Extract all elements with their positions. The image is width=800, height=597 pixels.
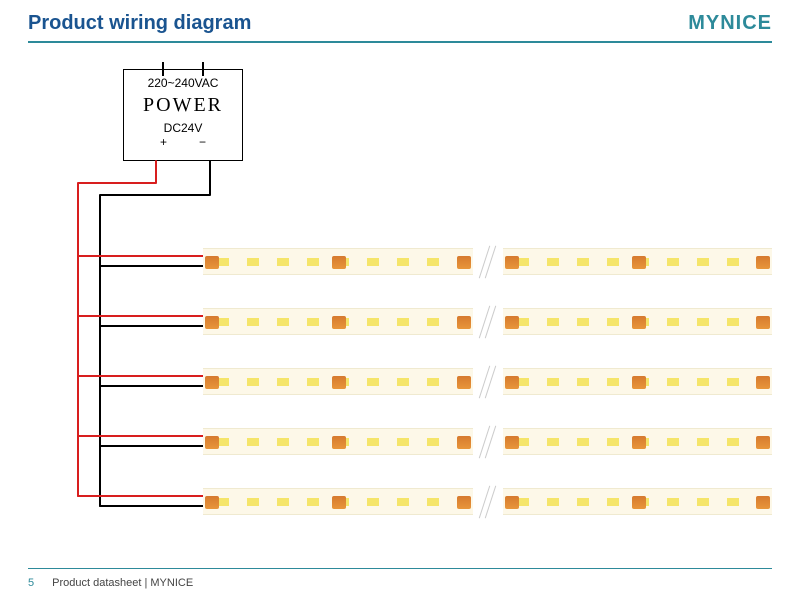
power-supply: 220~240VAC POWER DC24V + − — [123, 69, 243, 161]
solder-pad — [756, 376, 770, 389]
led-strip-segment — [203, 248, 473, 275]
solder-pad — [457, 256, 471, 269]
solder-pad — [505, 436, 519, 449]
led-strip-segment — [203, 428, 473, 455]
led-strip-segment — [203, 488, 473, 515]
header-rule — [28, 41, 772, 43]
led-strip-segment — [203, 308, 473, 335]
power-label: POWER — [124, 94, 242, 117]
solder-pad — [205, 256, 219, 269]
solder-pad — [457, 436, 471, 449]
solder-pad — [457, 376, 471, 389]
solder-pad — [205, 496, 219, 509]
solder-pad — [205, 436, 219, 449]
led-strip-row — [203, 308, 772, 335]
power-output-label: DC24V — [124, 121, 242, 135]
break-indicator — [483, 367, 493, 397]
solder-pad — [632, 496, 646, 509]
footer: 5 Product datasheet | MYNICE — [28, 577, 193, 589]
solder-pad — [457, 316, 471, 329]
solder-pad — [756, 256, 770, 269]
solder-pad — [505, 316, 519, 329]
solder-pad — [332, 496, 346, 509]
header: Product wiring diagram MYNICE — [0, 0, 800, 41]
solder-pad — [632, 316, 646, 329]
solder-pad — [205, 316, 219, 329]
power-input-label: 220~240VAC — [124, 76, 242, 90]
break-indicator — [483, 427, 493, 457]
led-strip-segment — [503, 368, 773, 395]
footer-text: Product datasheet | MYNICE — [52, 577, 193, 589]
solder-pad — [332, 316, 346, 329]
solder-pad — [205, 376, 219, 389]
terminal-plus: + — [160, 135, 167, 149]
solder-pad — [632, 436, 646, 449]
led-strip-segment — [503, 308, 773, 335]
led-strip-row — [203, 428, 772, 455]
led-strip-row — [203, 248, 772, 275]
led-strip-segment — [503, 428, 773, 455]
solder-pad — [332, 436, 346, 449]
break-indicator — [483, 247, 493, 277]
brand-logo: MYNICE — [688, 12, 772, 35]
solder-pad — [632, 256, 646, 269]
break-indicator — [483, 307, 493, 337]
solder-pad — [505, 496, 519, 509]
solder-pad — [756, 496, 770, 509]
solder-pad — [505, 256, 519, 269]
terminal-minus: − — [199, 135, 206, 149]
solder-pad — [632, 376, 646, 389]
solder-pad — [332, 376, 346, 389]
solder-pad — [756, 436, 770, 449]
led-strip-segment — [503, 488, 773, 515]
solder-pad — [505, 376, 519, 389]
solder-pad — [332, 256, 346, 269]
wiring-diagram: 220~240VAC POWER DC24V + − — [28, 63, 772, 553]
break-indicator — [483, 487, 493, 517]
ac-lead — [202, 62, 204, 76]
solder-pad — [756, 316, 770, 329]
led-strip-row — [203, 368, 772, 395]
ac-lead — [162, 62, 164, 76]
power-terminals: + − — [124, 135, 242, 149]
page-title: Product wiring diagram — [28, 12, 251, 35]
led-strip-row — [203, 488, 772, 515]
solder-pad — [457, 496, 471, 509]
led-strip-segment — [503, 248, 773, 275]
led-strip-segment — [203, 368, 473, 395]
footer-rule — [28, 568, 772, 569]
page-number: 5 — [28, 577, 34, 589]
